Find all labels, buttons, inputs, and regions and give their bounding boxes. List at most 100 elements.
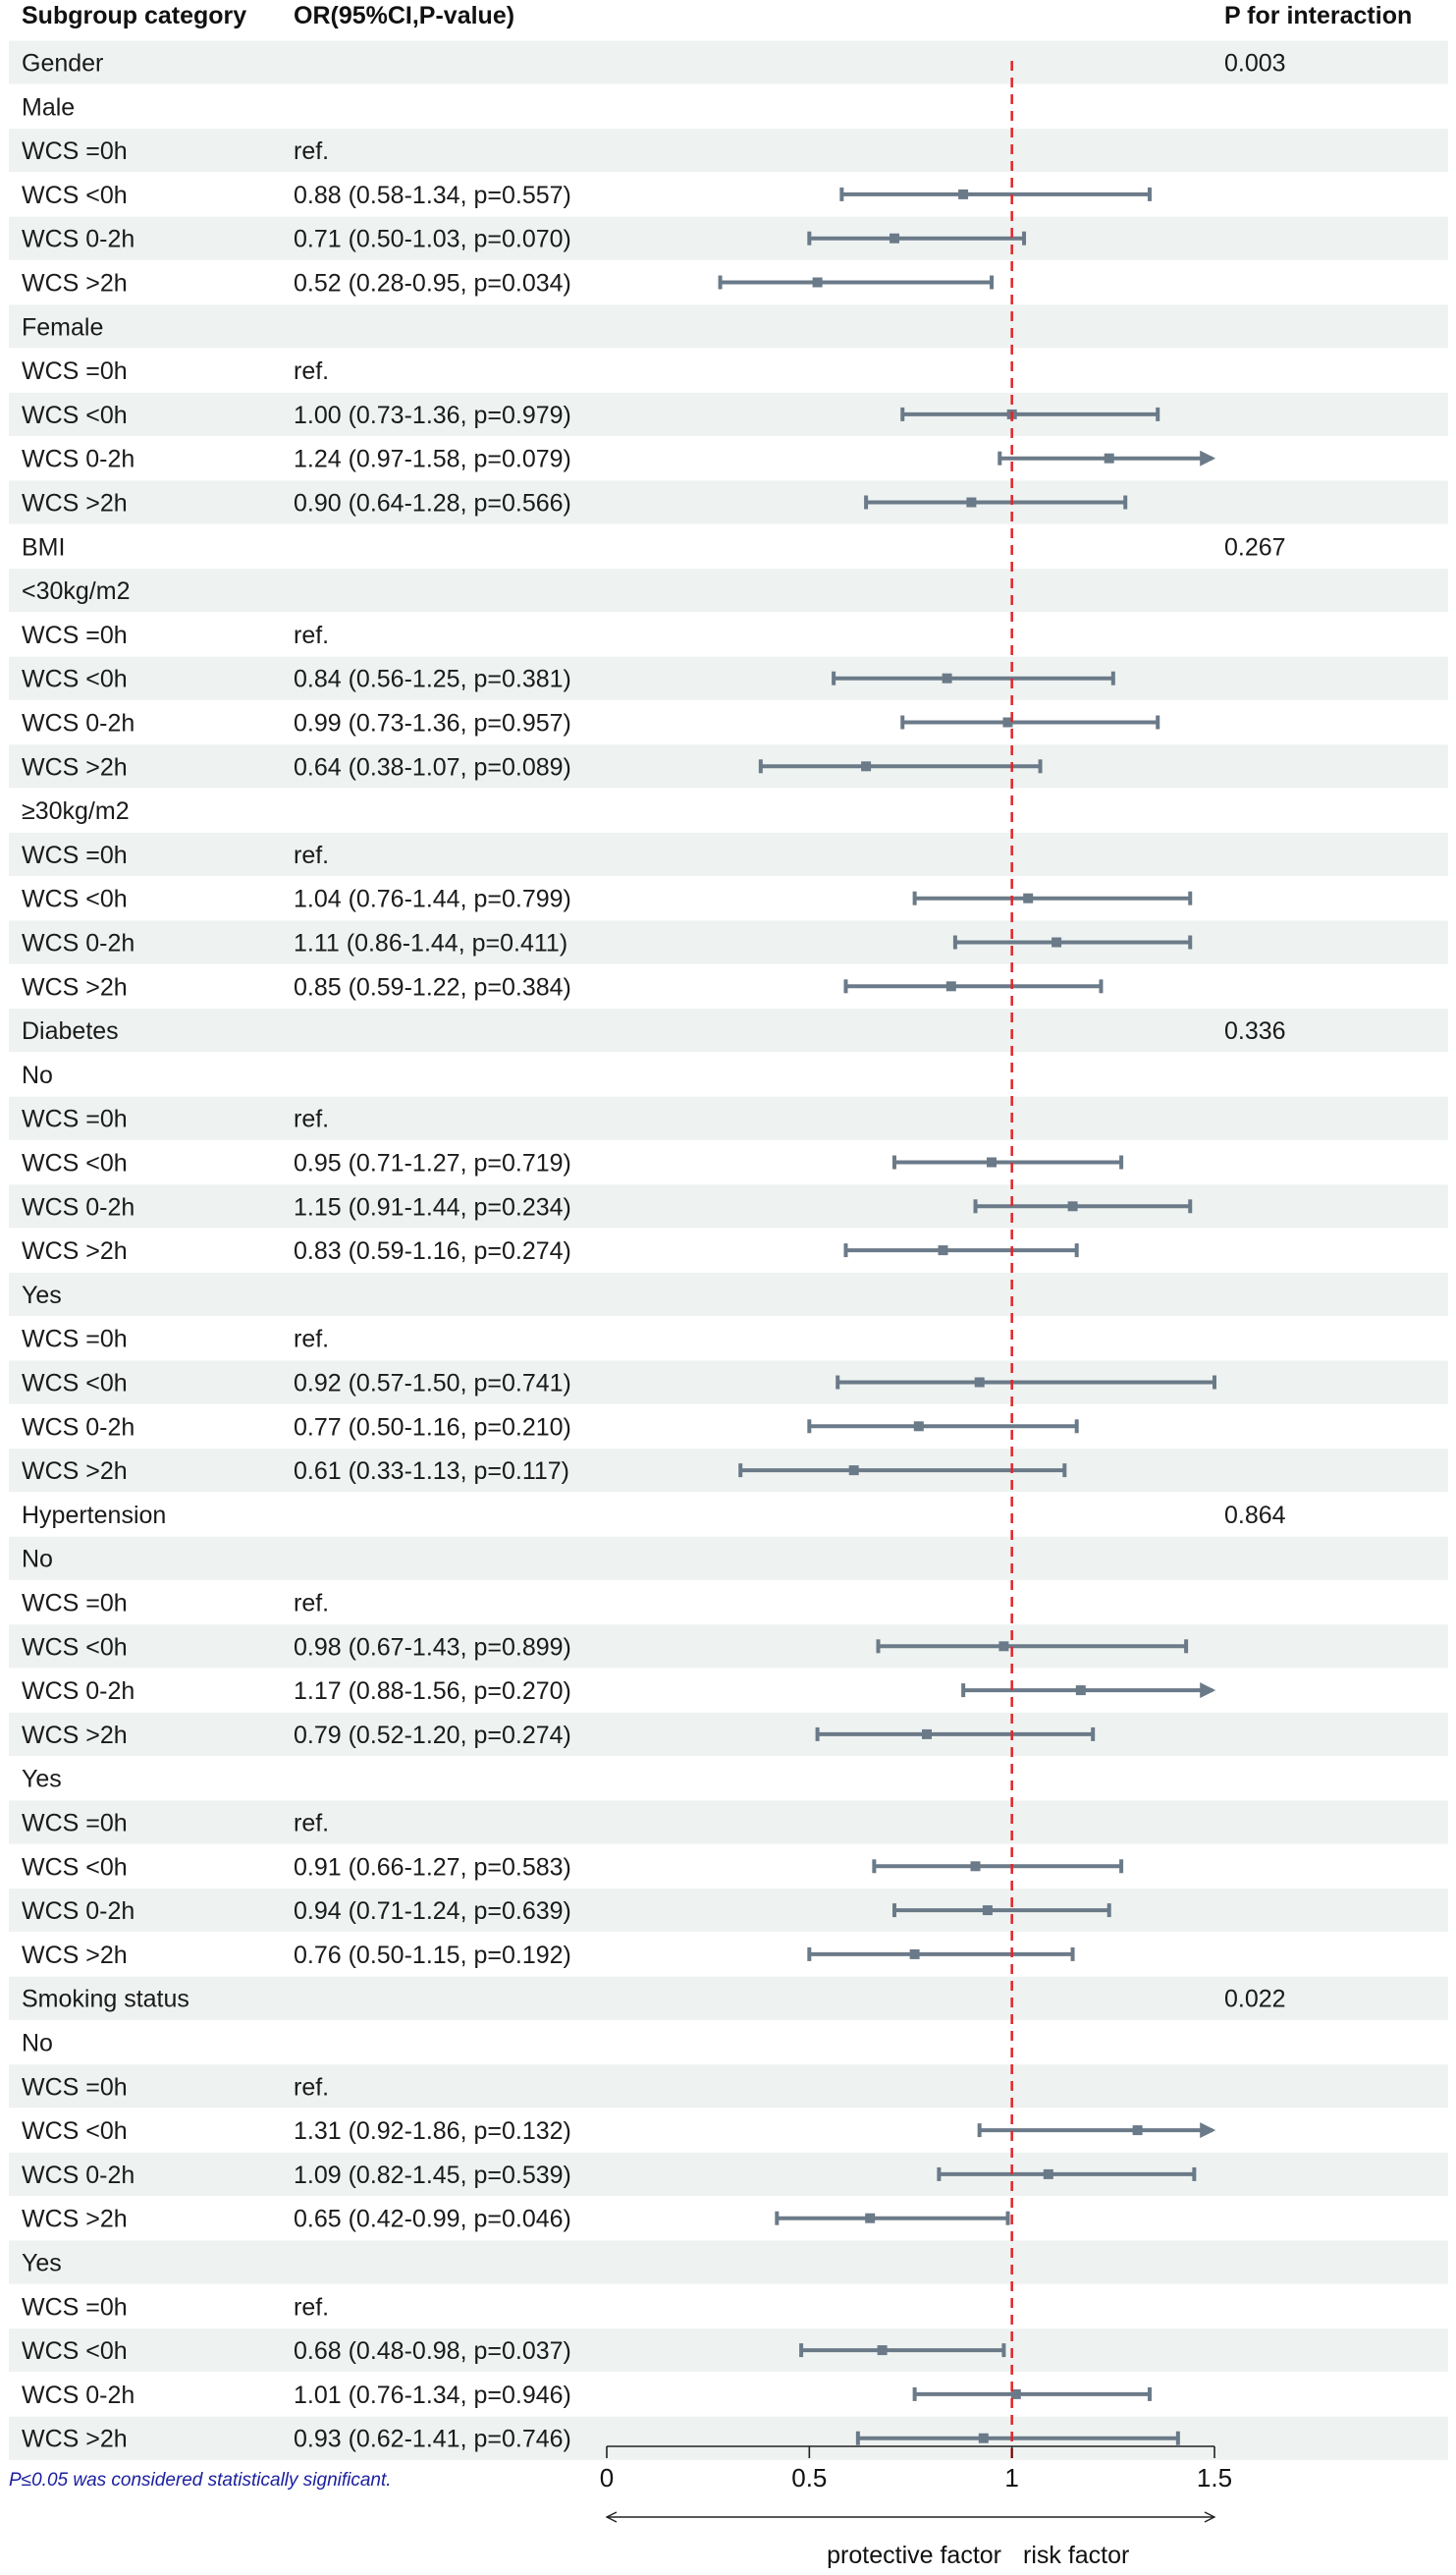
ci-row xyxy=(891,1155,1124,1170)
point-estimate xyxy=(1052,937,1062,948)
x-tick-label: 1.5 xyxy=(1197,2463,1232,2493)
row-stripe xyxy=(9,1272,1448,1316)
ci-row xyxy=(807,231,1027,246)
or-value: 0.92 (0.57-1.50, p=0.741) xyxy=(294,1370,571,1397)
row-label: Diabetes xyxy=(22,1017,119,1045)
point-estimate xyxy=(1002,717,1013,728)
or-value: 1.00 (0.73-1.36, p=0.979) xyxy=(294,402,571,429)
header-p-interaction: P for interaction xyxy=(1224,2,1412,29)
or-value: 0.84 (0.56-1.25, p=0.381) xyxy=(294,666,571,693)
row-stripes xyxy=(9,40,1448,2460)
x-axis: 0 0.5 1 1.5 protective factor risk factor xyxy=(600,2445,1232,2569)
point-estimate xyxy=(1104,453,1114,464)
row-label: WCS =0h xyxy=(22,357,128,385)
or-value: 0.61 (0.33-1.13, p=0.117) xyxy=(294,1457,569,1485)
row-label: WCS <0h xyxy=(22,2337,128,2365)
row-stripe xyxy=(9,40,1448,84)
or-value: 0.85 (0.59-1.22, p=0.384) xyxy=(294,973,571,1001)
row-label: WCS <0h xyxy=(22,1633,128,1661)
x-tick-label: 0.5 xyxy=(791,2463,827,2493)
or-value: 0.91 (0.66-1.27, p=0.583) xyxy=(294,1853,571,1881)
point-estimate xyxy=(1010,2388,1021,2399)
ci-row xyxy=(864,495,1128,510)
point-estimate xyxy=(974,1377,985,1388)
row-label: Yes xyxy=(22,1282,62,1309)
reference-label: ref. xyxy=(294,1590,329,1617)
row-label: No xyxy=(22,1062,53,1089)
row-stripe xyxy=(9,1976,1448,2020)
row-stripe xyxy=(9,1889,1448,1933)
row-label: WCS =0h xyxy=(22,622,128,649)
row-label: WCS 0-2h xyxy=(22,2382,135,2409)
row-stripe xyxy=(9,1624,1448,1669)
row-label: WCS >2h xyxy=(22,2426,128,2453)
point-estimate xyxy=(909,1948,920,1959)
ci-row xyxy=(843,1243,1079,1258)
or-value: 0.83 (0.59-1.16, p=0.274) xyxy=(294,1237,571,1265)
row-label: WCS >2h xyxy=(22,2206,128,2233)
row-label: WCS 0-2h xyxy=(22,446,135,473)
row-label: WCS =0h xyxy=(22,2293,128,2321)
row-stripe xyxy=(9,1009,1448,1053)
row-label: WCS <0h xyxy=(22,1853,128,1881)
point-estimate xyxy=(942,673,952,684)
row-label: Female xyxy=(22,313,103,341)
or-value: 0.88 (0.58-1.34, p=0.557) xyxy=(294,182,571,209)
point-estimate xyxy=(938,1245,948,1256)
ci-row xyxy=(839,187,1152,201)
row-label: WCS <0h xyxy=(22,2117,128,2145)
point-estimate xyxy=(877,2345,888,2356)
row-label: Yes xyxy=(22,1766,62,1793)
row-label: WCS 0-2h xyxy=(22,710,135,738)
ci-row xyxy=(758,759,1043,774)
row-stripe xyxy=(9,2328,1448,2373)
row-label: WCS 0-2h xyxy=(22,1677,135,1705)
point-estimate xyxy=(922,1728,932,1739)
or-value: 0.99 (0.73-1.36, p=0.957) xyxy=(294,710,571,738)
ci-row xyxy=(799,2343,1006,2358)
row-label: WCS =0h xyxy=(22,1810,128,1837)
ci-row xyxy=(973,1199,1193,1214)
row-label: WCS >2h xyxy=(22,1722,128,1749)
p-interaction-value: 0.267 xyxy=(1224,533,1286,561)
ci-row xyxy=(815,1726,1096,1741)
row-stripe xyxy=(9,744,1448,789)
x-tick-label: 1 xyxy=(1004,2463,1018,2493)
row-stripe xyxy=(9,1184,1448,1229)
or-value: 1.04 (0.76-1.44, p=0.799) xyxy=(294,886,571,913)
ci-row xyxy=(872,1859,1124,1874)
point-estimate xyxy=(1043,2168,1053,2179)
protective-factor-caption: protective factor xyxy=(827,2542,1001,2569)
p-interaction-value: 0.003 xyxy=(1224,50,1286,78)
row-label: WCS =0h xyxy=(22,1590,128,1617)
row-label: WCS 0-2h xyxy=(22,2162,135,2189)
row-stripe xyxy=(9,1536,1448,1580)
row-stripe xyxy=(9,656,1448,700)
ci-row xyxy=(937,2166,1197,2181)
row-stripe xyxy=(9,920,1448,964)
point-estimate xyxy=(982,1905,993,1916)
header-or: OR(95%CI,P-value) xyxy=(294,2,514,29)
or-value: 1.17 (0.88-1.56, p=0.270) xyxy=(294,1677,571,1705)
point-estimate xyxy=(913,1421,924,1432)
point-estimate xyxy=(966,497,977,508)
ci-row xyxy=(775,2211,1010,2225)
row-label: ≥30kg/m2 xyxy=(22,797,130,825)
ci-row xyxy=(998,450,1216,466)
ci-row xyxy=(807,1946,1075,1961)
or-value: 1.11 (0.86-1.44, p=0.411) xyxy=(294,930,567,958)
row-label: WCS <0h xyxy=(22,1370,128,1397)
row-stripe xyxy=(9,216,1448,260)
or-value: 0.65 (0.42-0.99, p=0.046) xyxy=(294,2206,571,2233)
row-label: WCS <0h xyxy=(22,666,128,693)
or-value: 1.01 (0.76-1.34, p=0.946) xyxy=(294,2382,571,2409)
point-estimate xyxy=(970,1861,981,1872)
row-label: Gender xyxy=(22,50,103,78)
row-label: Hypertension xyxy=(22,1502,166,1529)
or-value: 0.94 (0.71-1.24, p=0.639) xyxy=(294,1897,571,1925)
reference-label: ref. xyxy=(294,357,329,385)
or-value: 1.24 (0.97-1.58, p=0.079) xyxy=(294,446,571,473)
x-axis-ticks: 0 0.5 1 1.5 xyxy=(600,2446,1232,2493)
